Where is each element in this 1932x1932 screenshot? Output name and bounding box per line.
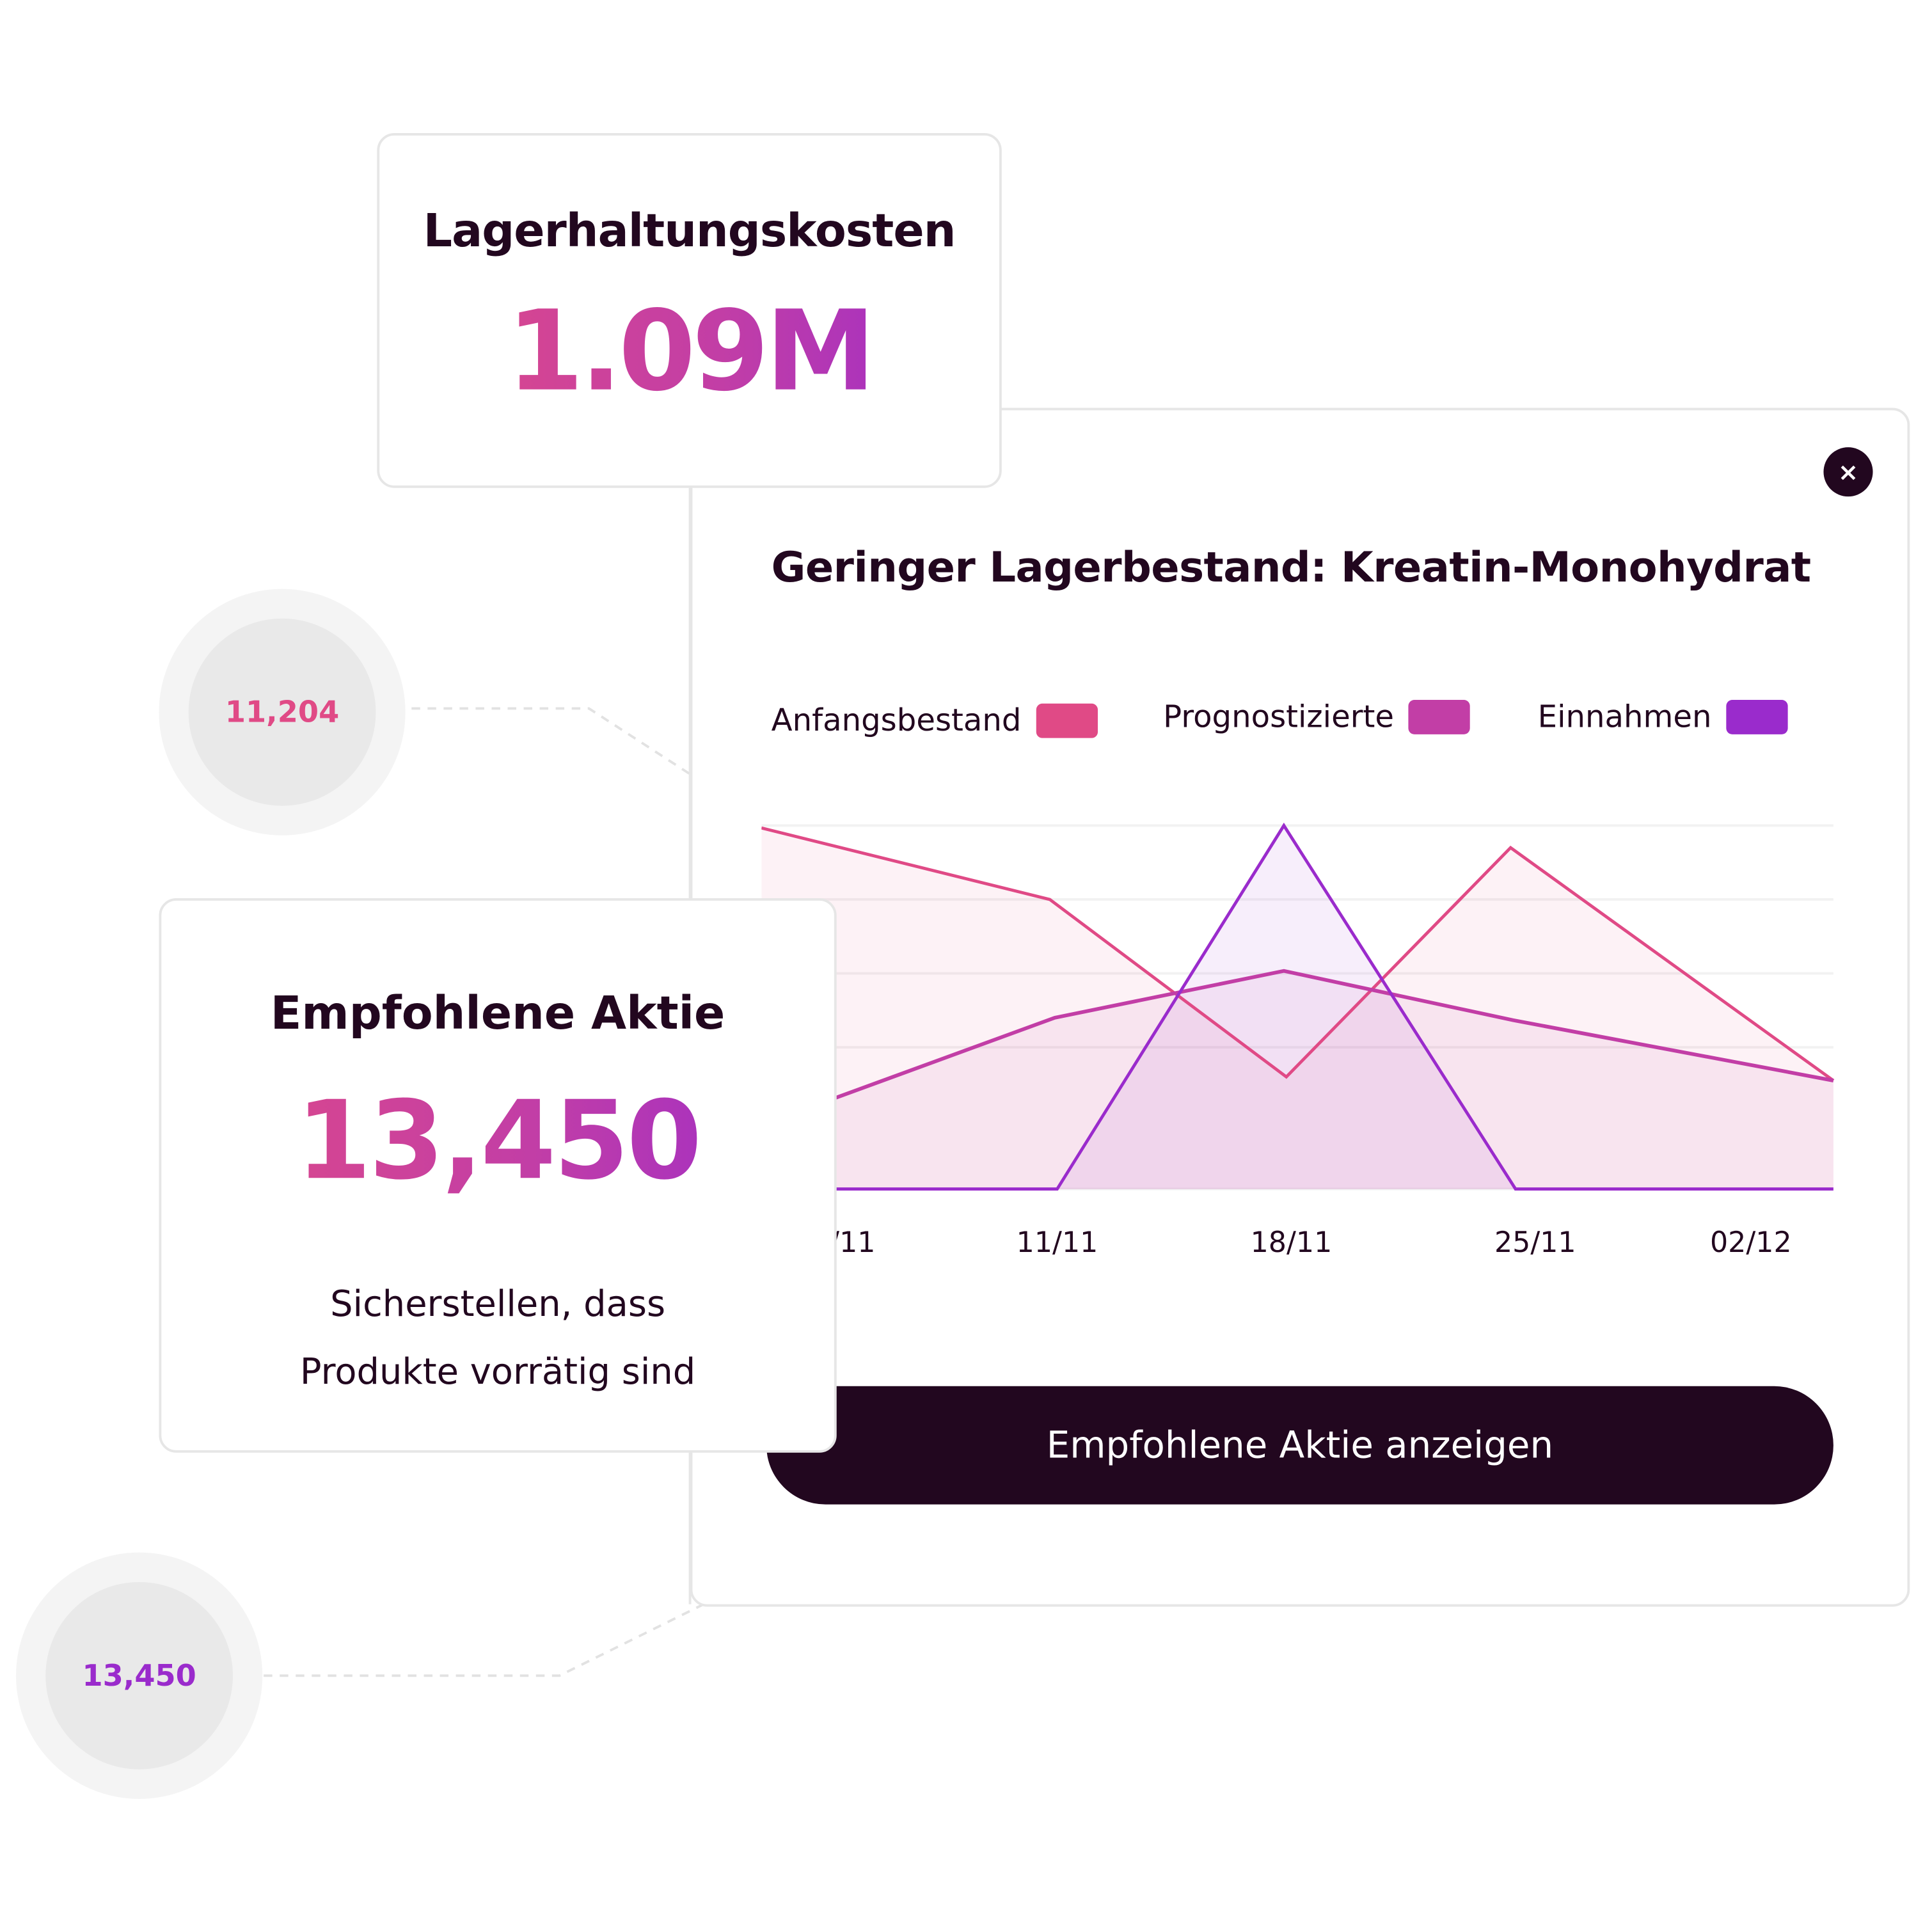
x-axis-label: 02/12 <box>1710 1227 1792 1260</box>
x-axis-label: 18/11 <box>1250 1227 1333 1260</box>
legend-label: Prognostizierte <box>1163 699 1394 734</box>
recommended-action-card: Empfohlene Aktie 13,450 Sicherstellen, d… <box>159 898 837 1453</box>
show-recommended-action-button[interactable]: Empfohlene Aktie anzeigen <box>766 1386 1833 1505</box>
x-axis-label: 25/11 <box>1494 1227 1576 1260</box>
recommended-action-title: Empfohlene Aktie <box>270 986 725 1040</box>
bubble-value: 11,204 <box>188 618 376 806</box>
stock-area-chart <box>761 822 1835 1191</box>
storage-cost-title: Lagerhaltungskosten <box>423 204 956 258</box>
recommended-action-value: 13,450 <box>161 1079 834 1203</box>
legend-item-anfangsbestand: Anfangsbestand <box>772 702 1098 738</box>
close-icon: × <box>1837 457 1859 487</box>
legend-swatch-icon <box>1036 702 1098 738</box>
description-line: Sicherstellen, dass <box>330 1282 666 1325</box>
close-button[interactable]: × <box>1823 447 1873 497</box>
low-stock-alert-panel: × Geringer Lagerbestand: Kreatin-Monohyd… <box>690 408 1910 1607</box>
value-bubble-anfangsbestand: 11,204 <box>159 589 406 835</box>
alert-title: Geringer Lagerbestand: Kreatin-Monohydra… <box>771 543 1811 593</box>
legend-swatch-icon <box>1726 699 1788 734</box>
description-line: Produkte vorrätig sind <box>299 1350 696 1393</box>
x-axis-label: 11/11 <box>1016 1227 1098 1260</box>
storage-cost-card: Lagerhaltungskosten 1.09M <box>377 133 1002 488</box>
value-bubble-recommended: 13,450 <box>16 1552 263 1799</box>
legend-item-prognostizierte: Prognostizierte <box>1163 699 1471 734</box>
bubble-value: 13,450 <box>45 1581 234 1770</box>
recommended-action-description: Sicherstellen, dass Produkte vorrätig si… <box>161 1271 834 1406</box>
legend-label: Anfangsbestand <box>771 702 1022 738</box>
storage-cost-value: 1.09M <box>379 290 999 415</box>
legend-label: Einnahmen <box>1537 699 1712 734</box>
legend-item-einnahmen: Einnahmen <box>1538 699 1788 734</box>
x-axis-label: /11 <box>830 1227 876 1260</box>
legend-swatch-icon <box>1409 699 1471 734</box>
